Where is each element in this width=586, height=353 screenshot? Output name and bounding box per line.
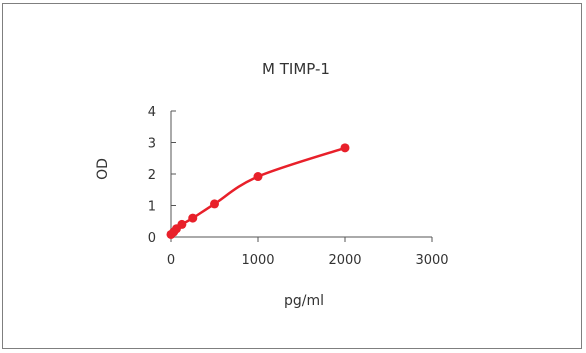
y-tick-label: 2 [148, 168, 156, 183]
y-tick-label: 0 [148, 231, 156, 246]
data-point [188, 213, 198, 223]
data-point [177, 219, 187, 229]
y-tick-label: 3 [148, 137, 156, 152]
data-point [340, 143, 350, 153]
chart-frame [2, 3, 582, 349]
x-axis-label: pg/ml [284, 293, 324, 309]
y-tick-label: 4 [148, 105, 156, 120]
chart-title: M TIMP-1 [262, 60, 330, 78]
y-tick-label: 1 [148, 200, 156, 215]
y-axis-label: OD [95, 158, 111, 180]
x-tick-label: 1000 [241, 253, 274, 268]
x-tick-label: 0 [167, 253, 175, 268]
x-tick-label: 2000 [328, 253, 361, 268]
data-point [253, 172, 263, 182]
series-group [166, 143, 350, 239]
data-point [210, 199, 219, 209]
x-tick-label: 3000 [415, 253, 448, 268]
series-line [170, 146, 346, 236]
axes: 0 1000 2000 3000 0 1 2 3 4 [148, 105, 449, 268]
